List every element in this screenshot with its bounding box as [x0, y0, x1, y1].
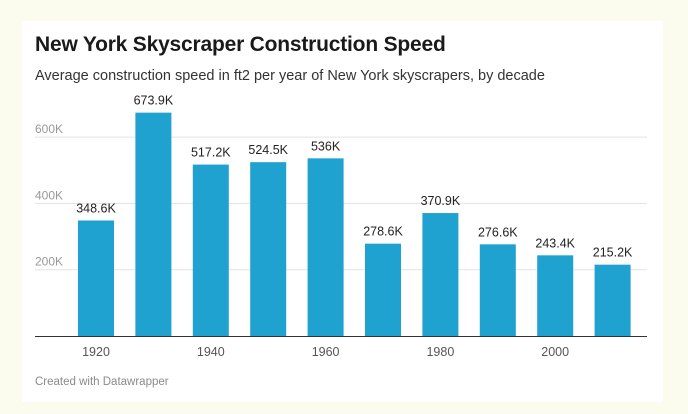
bar-2000	[537, 255, 574, 336]
bar-2010	[594, 264, 631, 336]
bar-chart: 348.6K 673.9K 517.2K 524.5K 536K 278.6K 370.9K…	[35, 94, 647, 359]
x-tick-label: 1960	[312, 345, 340, 359]
x-tick-label: 1940	[197, 345, 225, 359]
data-label-1930: 673.9K	[134, 94, 174, 108]
credit-footer: Created with Datawrapper	[35, 376, 169, 388]
x-tick-label: 1980	[426, 345, 454, 359]
data-label-2000: 243.4K	[535, 236, 575, 250]
bar-1930	[135, 112, 172, 336]
data-label-1920: 348.6K	[76, 201, 116, 215]
bar-1990	[479, 244, 516, 336]
data-label-2010: 215.2K	[593, 246, 633, 260]
bar-1980	[422, 213, 459, 336]
bar-1970	[365, 243, 401, 336]
x-tick-label: 1920	[82, 345, 110, 359]
bars	[78, 112, 631, 336]
y-tick-label: 600K	[35, 122, 63, 136]
data-labels: 348.6K 673.9K 517.2K 524.5K 536K 278.6K 370.9K…	[76, 94, 633, 260]
bar-1950	[250, 162, 287, 336]
data-label-1990: 276.6K	[478, 225, 518, 239]
data-label-1950: 524.5K	[248, 143, 288, 157]
bar-1940	[192, 164, 229, 336]
data-label-1970: 278.6K	[363, 225, 403, 239]
bar-1920	[78, 220, 114, 336]
y-tick-label: 200K	[35, 255, 63, 269]
chart-subtitle: Average construction speed in ft2 per ye…	[35, 68, 545, 84]
data-label-1980: 370.9K	[421, 194, 461, 208]
y-tick-label: 400K	[35, 188, 63, 202]
axes: 200K 400K 600K 1920 1940 1960 1980 2000	[35, 122, 647, 359]
x-tick-label: 2000	[541, 345, 569, 359]
bar-1960	[307, 158, 344, 336]
data-label-1960: 536K	[311, 139, 341, 153]
data-label-1940: 517.2K	[191, 146, 231, 160]
chart-title: New York Skyscraper Construction Speed	[35, 33, 446, 56]
chart-card: New York Skyscraper Construction Speed A…	[22, 21, 663, 402]
